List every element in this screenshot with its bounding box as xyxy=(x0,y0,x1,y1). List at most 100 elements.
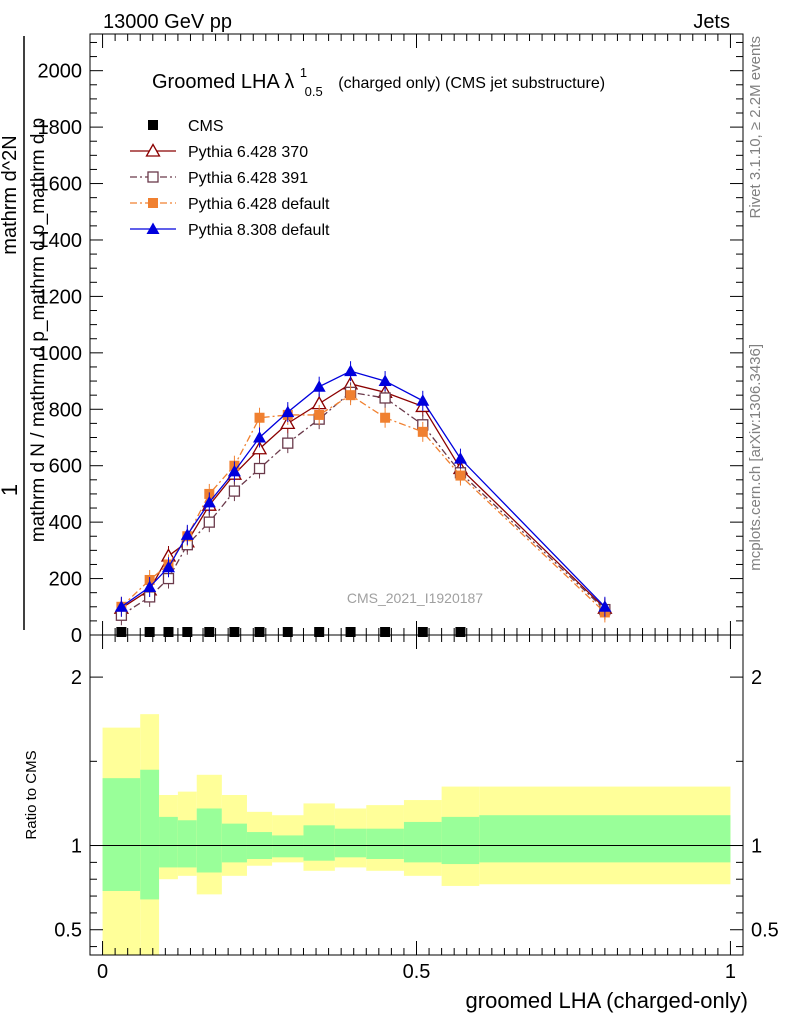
data-point xyxy=(282,437,294,449)
y-tick-label: 1600 xyxy=(38,174,83,196)
rivet-label: Rivet 3.1.10, ≥ 2.2M events xyxy=(747,36,764,219)
y-tick-label: 400 xyxy=(49,512,82,534)
legend-entry: CMS xyxy=(148,118,224,135)
ratio-axes: 0 0.5 1 0.5 0.5 1 1 2 2 xyxy=(54,635,779,983)
chart-title: Groomed LHA λ 1 0.5 (charged only) (CMS … xyxy=(152,60,605,101)
y-tick-label: 2000 xyxy=(38,61,83,83)
y-tick-label: 1800 xyxy=(38,117,83,139)
y-tick-label: 0 xyxy=(71,625,82,647)
band-inner xyxy=(366,828,404,859)
x-tick-label: 0.5 xyxy=(403,961,431,983)
series-1 xyxy=(113,373,613,619)
series-line xyxy=(121,383,606,609)
legend-entry: Pythia 8.308 default xyxy=(130,222,330,239)
y-tick-label: 1000 xyxy=(38,343,83,365)
data-point xyxy=(314,627,325,637)
ylabel-top: mathrm d^2N xyxy=(0,135,21,254)
data-point xyxy=(312,380,326,392)
data-point xyxy=(282,627,293,637)
x-axis-label: groomed LHA (charged-only) xyxy=(466,988,748,1013)
data-point xyxy=(144,627,155,637)
x-tick-label: 1 xyxy=(725,961,736,983)
legend-label: Pythia 6.428 391 xyxy=(188,170,308,187)
legend-label: Pythia 6.428 default xyxy=(188,196,330,213)
band-inner xyxy=(479,815,731,863)
data-point xyxy=(202,495,216,508)
series-line xyxy=(121,370,606,608)
ratio-panel: 0 0.5 1 0.5 0.5 1 1 2 2 Ratio to CMS xyxy=(23,634,779,983)
data-point xyxy=(453,452,467,464)
data-point xyxy=(228,485,241,497)
data-point xyxy=(254,627,265,637)
data-point xyxy=(114,600,128,612)
x-tick-label: 0 xyxy=(97,961,108,983)
band-inner xyxy=(177,820,197,868)
data-point xyxy=(455,470,466,481)
band-inner xyxy=(272,835,304,858)
data-point xyxy=(417,426,428,437)
y-tick-label: 1400 xyxy=(38,230,83,252)
data-point xyxy=(380,627,391,637)
data-point xyxy=(116,627,127,637)
ratio-y-label: Ratio to CMS xyxy=(23,750,40,839)
data-point xyxy=(344,364,358,377)
legend-marker xyxy=(147,171,159,183)
watermark: CMS_2021_I1920187 xyxy=(347,590,483,606)
legend-entry: Pythia 6.428 391 xyxy=(130,170,308,187)
band-inner xyxy=(159,816,178,868)
data-point xyxy=(416,394,430,406)
data-point xyxy=(227,464,241,477)
main-plot-area xyxy=(113,361,613,637)
band-inner xyxy=(441,816,480,865)
legend-marker xyxy=(145,143,161,157)
band-inner xyxy=(303,825,335,861)
data-point xyxy=(417,627,428,637)
legend-label: Pythia 6.428 370 xyxy=(188,144,308,161)
title-subscript: 0.5 xyxy=(305,84,323,99)
title-superscript: 1 xyxy=(300,65,307,80)
ratio-y-tick-label: 0.5 xyxy=(54,920,82,942)
ratio-y-tick-label: 1 xyxy=(71,836,82,858)
data-point xyxy=(345,627,356,637)
data-point xyxy=(204,627,215,637)
title-rest: (charged only) (CMS jet substructure) xyxy=(338,75,605,92)
energy-label: 13000 GeV pp xyxy=(103,11,232,33)
data-point xyxy=(380,412,391,423)
main-axes: 0 200 400 600 800 1000 1200 1400 1600 1800 2000 xyxy=(38,34,743,647)
data-point xyxy=(203,516,215,528)
category-label: Jets xyxy=(693,11,730,33)
ratio-y-tick-label-right: 1 xyxy=(751,836,762,858)
legend-entry: Pythia 6.428 370 xyxy=(130,143,308,161)
main-y-label: 1 mathrm d^2N mathrm d N / mathrm d p_ma… xyxy=(0,36,49,630)
y-tick-label: 1200 xyxy=(38,286,83,308)
data-point xyxy=(251,440,268,455)
band-inner xyxy=(334,828,367,858)
legend-marker xyxy=(148,198,158,208)
legend-marker xyxy=(148,120,158,130)
series-line xyxy=(121,391,606,616)
legend-label: CMS xyxy=(188,118,224,135)
series-line xyxy=(120,394,606,613)
data-point xyxy=(281,405,295,418)
band-inner xyxy=(403,821,442,863)
title-main: Groomed LHA λ xyxy=(152,71,294,93)
y-tick-label: 800 xyxy=(49,399,82,421)
ratio-plot-area xyxy=(90,714,743,955)
series-0 xyxy=(116,627,466,637)
data-point xyxy=(455,627,466,637)
series-2 xyxy=(115,382,611,626)
data-point xyxy=(182,627,193,637)
band-inner xyxy=(102,778,141,891)
data-point xyxy=(379,392,391,404)
data-point xyxy=(143,580,157,593)
series-4 xyxy=(114,361,612,617)
band-inner xyxy=(140,769,160,900)
data-point xyxy=(161,560,175,573)
ylabel-numerator: 1 xyxy=(0,484,22,496)
y-tick-label: 200 xyxy=(49,569,82,591)
legend: CMS Pythia 6.428 370 Pythia 6.428 391 Pythi… xyxy=(130,118,330,239)
legend-entry: Pythia 6.428 default xyxy=(130,196,330,213)
data-point xyxy=(378,374,392,387)
mcplots-label: mcplots.cern.ch [arXiv:1306.3436] xyxy=(747,344,764,571)
